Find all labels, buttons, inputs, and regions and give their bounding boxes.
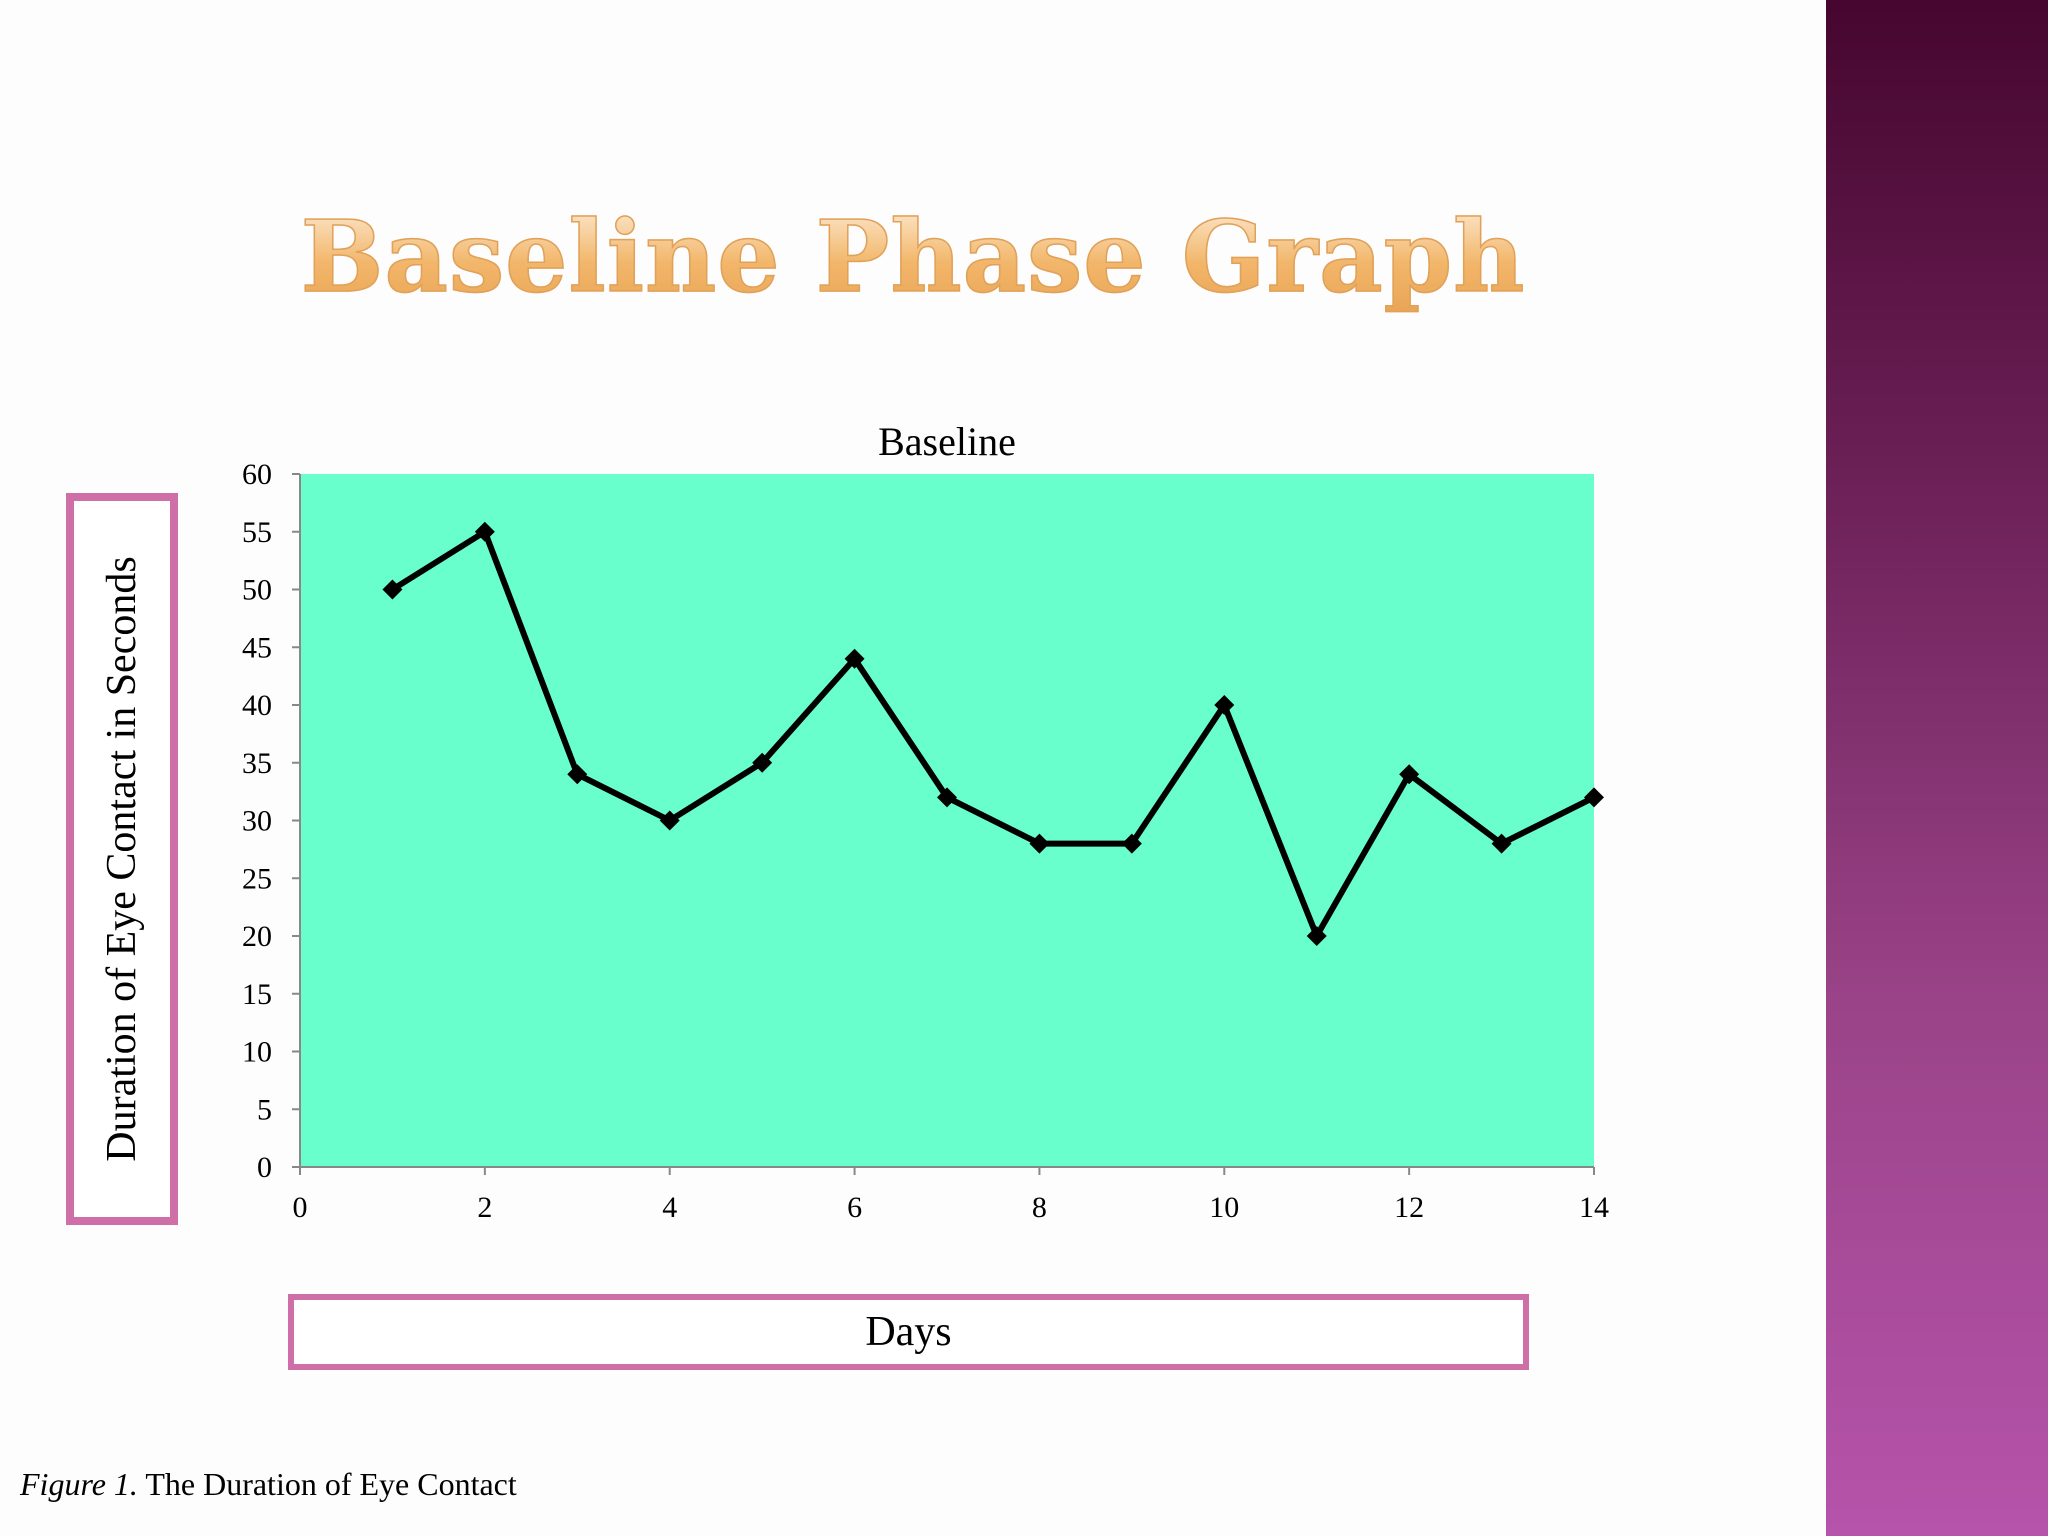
data-point — [1584, 787, 1604, 808]
y-tick-label: 30 — [242, 805, 272, 838]
y-tick-label: 0 — [257, 1151, 272, 1184]
series-line — [390, 528, 1596, 939]
y-tick-label: 25 — [242, 862, 272, 895]
y-tick-label: 35 — [242, 747, 272, 780]
y-tick-label: 40 — [242, 689, 272, 722]
x-tick-label: 12 — [1394, 1191, 1424, 1224]
x-tick-label: 4 — [662, 1191, 677, 1224]
figure-caption-text: The Duration of Eye Contact — [137, 1466, 517, 1502]
data-point — [1399, 764, 1420, 785]
x-tick-label: 8 — [1032, 1191, 1047, 1224]
x-tick-label: 2 — [477, 1191, 492, 1224]
data-point — [474, 521, 495, 542]
data-point — [937, 787, 957, 808]
plot-area — [300, 474, 1594, 1167]
data-point — [382, 579, 403, 600]
y-tick-label: 55 — [242, 516, 272, 549]
y-tick-label: 20 — [242, 920, 272, 953]
figure-caption-label: Figure 1. — [20, 1466, 138, 1502]
y-tick-label: 50 — [242, 574, 272, 607]
decorative-sidebar — [1826, 0, 2048, 1536]
data-point — [1029, 833, 1050, 854]
data-point — [659, 810, 680, 831]
data-point — [752, 752, 773, 773]
x-tick-label: 0 — [293, 1191, 308, 1224]
data-marks — [382, 521, 1604, 946]
y-axis-label: Duration of Eye Contact in Seconds — [99, 556, 145, 1162]
y-tick-label: 10 — [242, 1036, 272, 1069]
chart-title: Baseline — [878, 419, 1016, 464]
axes: 0 5 10 15 20 25 30 35 40 45 50 55 60 0 2 4 6 8 10 12 14 — [242, 458, 1609, 1224]
data-point — [567, 764, 588, 785]
slide-title: Baseline Phase Graph — [0, 199, 1826, 316]
data-point — [1214, 695, 1235, 715]
data-point — [844, 648, 865, 669]
x-tick-label: 14 — [1579, 1191, 1609, 1224]
figure-caption: Figure 1. The Duration of Eye Contact — [20, 1466, 517, 1503]
y-tick-label: 60 — [242, 458, 272, 491]
data-point — [1121, 833, 1142, 854]
data-point — [1306, 926, 1327, 946]
x-axis-label: Days — [865, 1309, 952, 1355]
y-tick-label: 5 — [257, 1093, 272, 1126]
x-axis-label-box: Days — [288, 1294, 1529, 1370]
x-tick-label: 10 — [1209, 1191, 1239, 1224]
x-tick-label: 6 — [847, 1191, 862, 1224]
y-tick-label: 15 — [242, 978, 272, 1011]
y-tick-label: 45 — [242, 631, 272, 664]
y-axis-label-box: Duration of Eye Contact in Seconds — [66, 493, 178, 1225]
data-point — [1491, 833, 1512, 854]
